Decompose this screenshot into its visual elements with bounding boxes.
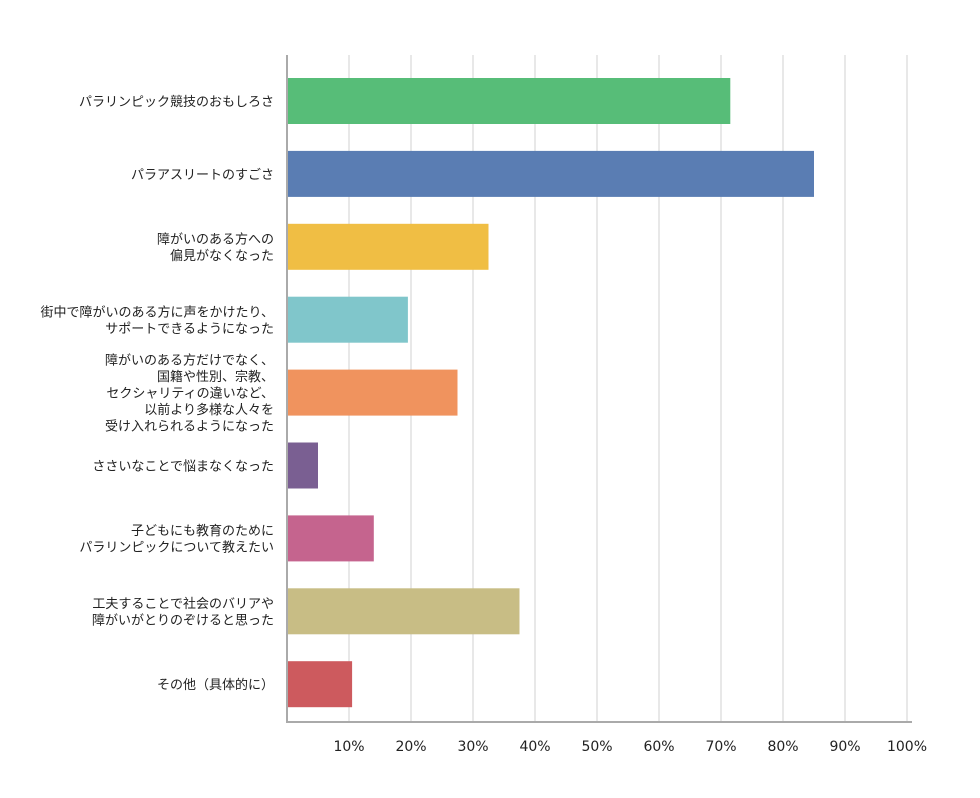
category-label: セクシャリティの違いなど、: [106, 387, 274, 402]
x-tick-label: 100%: [887, 739, 927, 755]
x-tick-label: 70%: [705, 739, 736, 755]
category-label: ささいなことで悩まなくなった: [92, 460, 274, 475]
bar: [287, 150, 814, 197]
bars: [287, 78, 814, 708]
bar: [287, 296, 408, 343]
category-label: 子どもにも教育のために: [131, 523, 274, 539]
category-label: 工夫することで社会のバリアや: [92, 596, 274, 612]
category-label: 以前より多様な人々を: [144, 402, 274, 418]
x-tick-label: 60%: [643, 739, 674, 755]
x-tick-label: 20%: [395, 739, 426, 755]
category-label: サポートできるようになった: [105, 322, 274, 337]
category-label: 偏見がなくなった: [170, 249, 274, 264]
bar: [287, 223, 489, 270]
bar: [287, 78, 731, 124]
category-label: 障がいのある方への: [157, 232, 274, 248]
category-label: 障がいがとりのぞけると思った: [92, 614, 274, 629]
bar: [287, 588, 520, 635]
category-label: その他（具体的に）: [157, 677, 274, 693]
category-label: パラリンピックについて教えたい: [79, 540, 274, 556]
bar: [287, 369, 458, 416]
category-labels: パラリンピック競技のおもしろさパラアスリートのすごさ障がいのある方への偏見がなく…: [41, 95, 274, 693]
x-tick-label: 30%: [457, 739, 488, 755]
bar: [287, 442, 318, 489]
x-tick-label: 40%: [519, 739, 550, 755]
category-label: 障がいのある方だけでなく、: [105, 353, 274, 369]
x-tick-label: 90%: [829, 739, 860, 755]
category-label: パラアスリートのすごさ: [131, 167, 274, 183]
category-label: 受け入れられるようになった: [105, 420, 274, 435]
bar: [287, 661, 353, 708]
axes: [286, 55, 912, 723]
x-tick-label: 50%: [581, 739, 612, 755]
bar: [287, 515, 374, 562]
x-tick-label: 80%: [767, 739, 798, 755]
category-label: 街中で障がいのある方に声をかけたり、: [41, 304, 274, 320]
x-tick-labels: 10% 20% 30% 40% 50% 60% 70% 80% 90% 100%: [333, 739, 927, 755]
x-tick-label: 10%: [333, 739, 364, 755]
category-label: パラリンピック競技のおもしろさ: [79, 95, 274, 110]
category-label: 国籍や性別、宗教、: [157, 369, 274, 385]
